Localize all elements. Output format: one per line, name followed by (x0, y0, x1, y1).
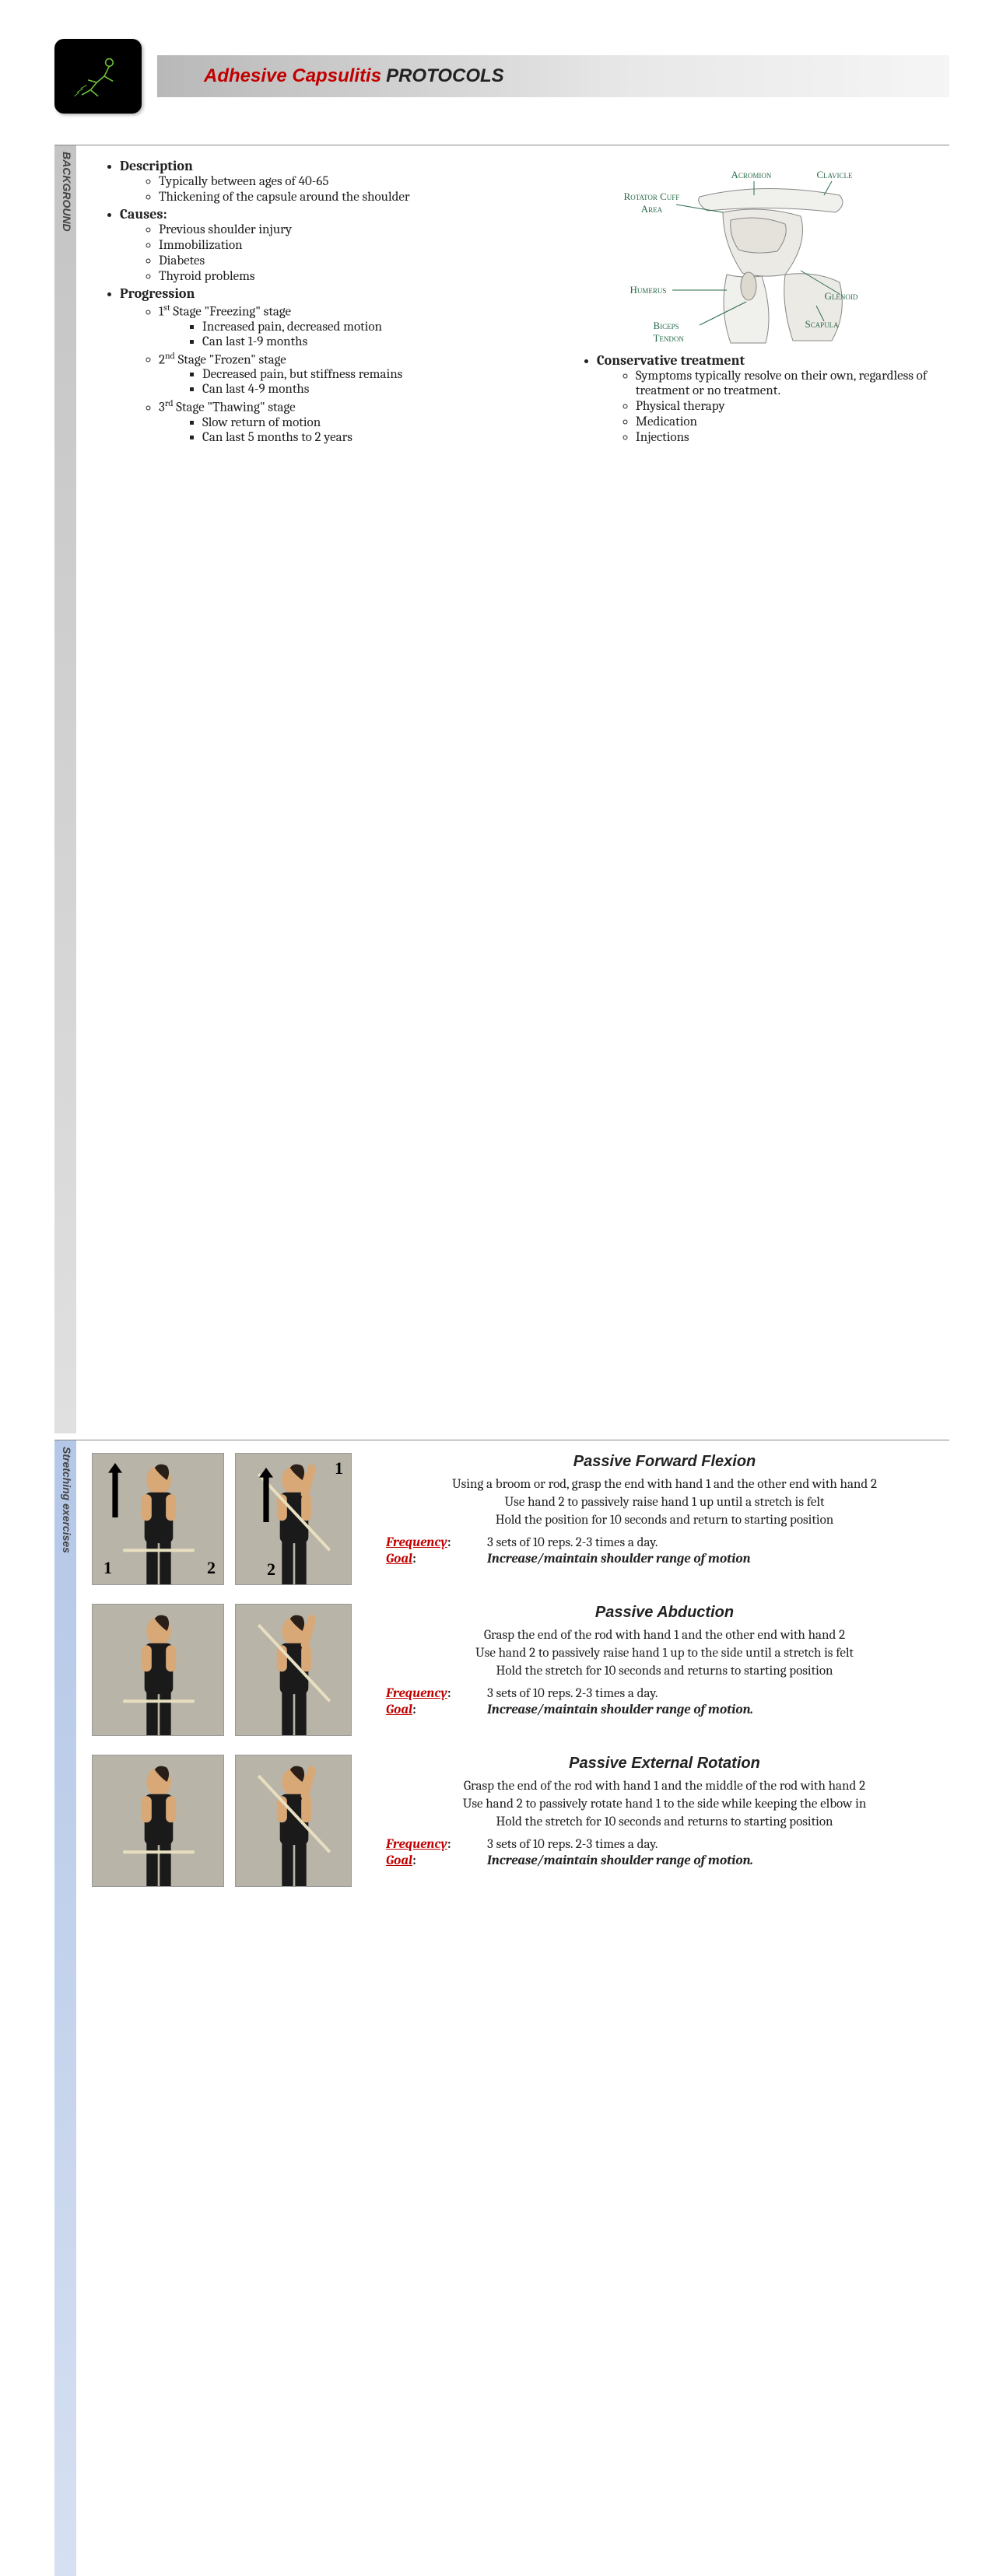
goal-label: Goal (386, 1552, 412, 1566)
exercise-desc: Use hand 2 to passively raise hand 1 up … (386, 1646, 943, 1661)
sub-sub-bullet: Can last 4-9 months (202, 382, 535, 397)
exercise-image (92, 1604, 224, 1736)
sub-sub-bullet: Decreased pain, but stiffness remains (202, 367, 535, 382)
label-glenoid: Glenoid (824, 290, 857, 303)
sub-sub-bullet: Increased pain, decreased motion (202, 320, 535, 334)
exercise-title: Passive Forward Flexion (386, 1453, 943, 1471)
exercise-desc: Use hand 2 to passively raise hand 1 up … (386, 1495, 943, 1510)
tab-background: BACKGROUND (54, 145, 76, 1433)
freq-label: Frequency (386, 1686, 447, 1701)
sub-bullet: Typically between ages of 40-65 (159, 174, 535, 189)
sub-bullet: Physical therapy (636, 399, 943, 414)
freq-value: 3 sets of 10 reps. 2-3 times a day. (487, 1837, 943, 1852)
exercise-title: Passive External Rotation (386, 1755, 943, 1773)
sub-bullet: 1st Stage "Freezing" stageIncreased pain… (159, 302, 535, 349)
exercise-desc: Hold the position for 10 seconds and ret… (386, 1513, 943, 1528)
title-accent: Adhesive Capsulitis (204, 65, 381, 87)
sub-sub-bullet: Can last 1-9 months (202, 334, 535, 349)
exercise-image (235, 1604, 352, 1736)
exercise-desc: Use hand 2 to passively rotate hand 1 to… (386, 1797, 943, 1811)
exercise-desc: Hold the stretch for 10 seconds and retu… (386, 1664, 943, 1678)
freq-label: Frequency (386, 1837, 447, 1852)
sub-bullet: Diabetes (159, 254, 535, 268)
freq-value: 3 sets of 10 reps. 2-3 times a day. (487, 1686, 943, 1701)
goal-value: Increase/maintain shoulder range of moti… (487, 1853, 943, 1868)
sub-bullet: Medication (636, 415, 943, 429)
goal-value: Increase/maintain shoulder range of moti… (487, 1552, 943, 1566)
bullet-label: Progression (120, 285, 195, 302)
section-stretching: Stretching exercises 12 12 Passive Forwar… (54, 1440, 949, 2576)
exercise-row: Passive Abduction Grasp the end of the ro… (92, 1604, 943, 1736)
label-acromion: Acromion (731, 169, 771, 181)
logo (54, 39, 142, 114)
background-right: Acromion Clavicle Rotator Cuff Area Hume… (550, 158, 943, 446)
sub-bullet: Thyroid problems (159, 269, 535, 284)
goal-label: Goal (386, 1853, 412, 1868)
exercise-image: 12 (92, 1453, 224, 1585)
exercise-title: Passive Abduction (386, 1604, 943, 1622)
sub-sub-bullet: Can last 5 months to 2 years (202, 430, 535, 445)
bullet-label: Conservative treatment (597, 352, 745, 369)
sub-bullet: Symptoms typically resolve on their own,… (636, 369, 943, 398)
goal-label: Goal (386, 1703, 412, 1717)
label-scapula: Scapula (805, 318, 838, 331)
background-left: DescriptionTypically between ages of 40-… (92, 158, 535, 446)
section-background: BACKGROUND DescriptionTypically between … (54, 145, 949, 1433)
label-clavicle: Clavicle (816, 169, 852, 181)
bullet-label: Causes: (120, 206, 167, 222)
runner-icon (67, 49, 129, 103)
exercise-image: 12 (235, 1453, 352, 1585)
sub-bullet: Injections (636, 430, 943, 445)
label-rotator: Rotator Cuff Area (620, 191, 682, 215)
exercise-image (235, 1755, 352, 1887)
exercise-desc: Grasp the end of the rod with hand 1 and… (386, 1779, 943, 1794)
exercise-row: 12 12 Passive Forward Flexion Using a broo… (92, 1453, 943, 1585)
bullet-label: Description (120, 158, 193, 174)
sub-bullet: 3rd Stage "Thawing" stageSlow return of … (159, 397, 535, 445)
goal-value: Increase/maintain shoulder range of moti… (487, 1703, 943, 1717)
exercise-image (92, 1755, 224, 1887)
tab-stretching: Stretching exercises (54, 1440, 76, 2576)
sub-bullet: Immobilization (159, 238, 535, 253)
sub-bullet: Thickening of the capsule around the sho… (159, 190, 535, 205)
header: Adhesive Capsulitis PROTOCOLS (54, 39, 949, 114)
sub-sub-bullet: Slow return of motion (202, 415, 535, 430)
exercise-desc: Hold the stretch for 10 seconds and retu… (386, 1815, 943, 1829)
anatomy-diagram: Acromion Clavicle Rotator Cuff Area Hume… (606, 158, 886, 345)
sub-bullet: Previous shoulder injury (159, 222, 535, 237)
exercise-row: Passive External Rotation Grasp the end o… (92, 1755, 943, 1887)
label-humerus: Humerus (630, 284, 666, 296)
title-bar: Adhesive Capsulitis PROTOCOLS (157, 55, 949, 97)
exercise-desc: Using a broom or rod, grasp the end with… (386, 1477, 943, 1492)
sub-bullet: 2nd Stage "Frozen" stageDecreased pain, … (159, 350, 535, 397)
exercise-desc: Grasp the end of the rod with hand 1 and… (386, 1628, 943, 1643)
label-biceps: Biceps Tendon (653, 320, 707, 345)
freq-value: 3 sets of 10 reps. 2-3 times a day. (487, 1535, 943, 1550)
freq-label: Frequency (386, 1535, 447, 1550)
title-rest: PROTOCOLS (386, 65, 504, 87)
